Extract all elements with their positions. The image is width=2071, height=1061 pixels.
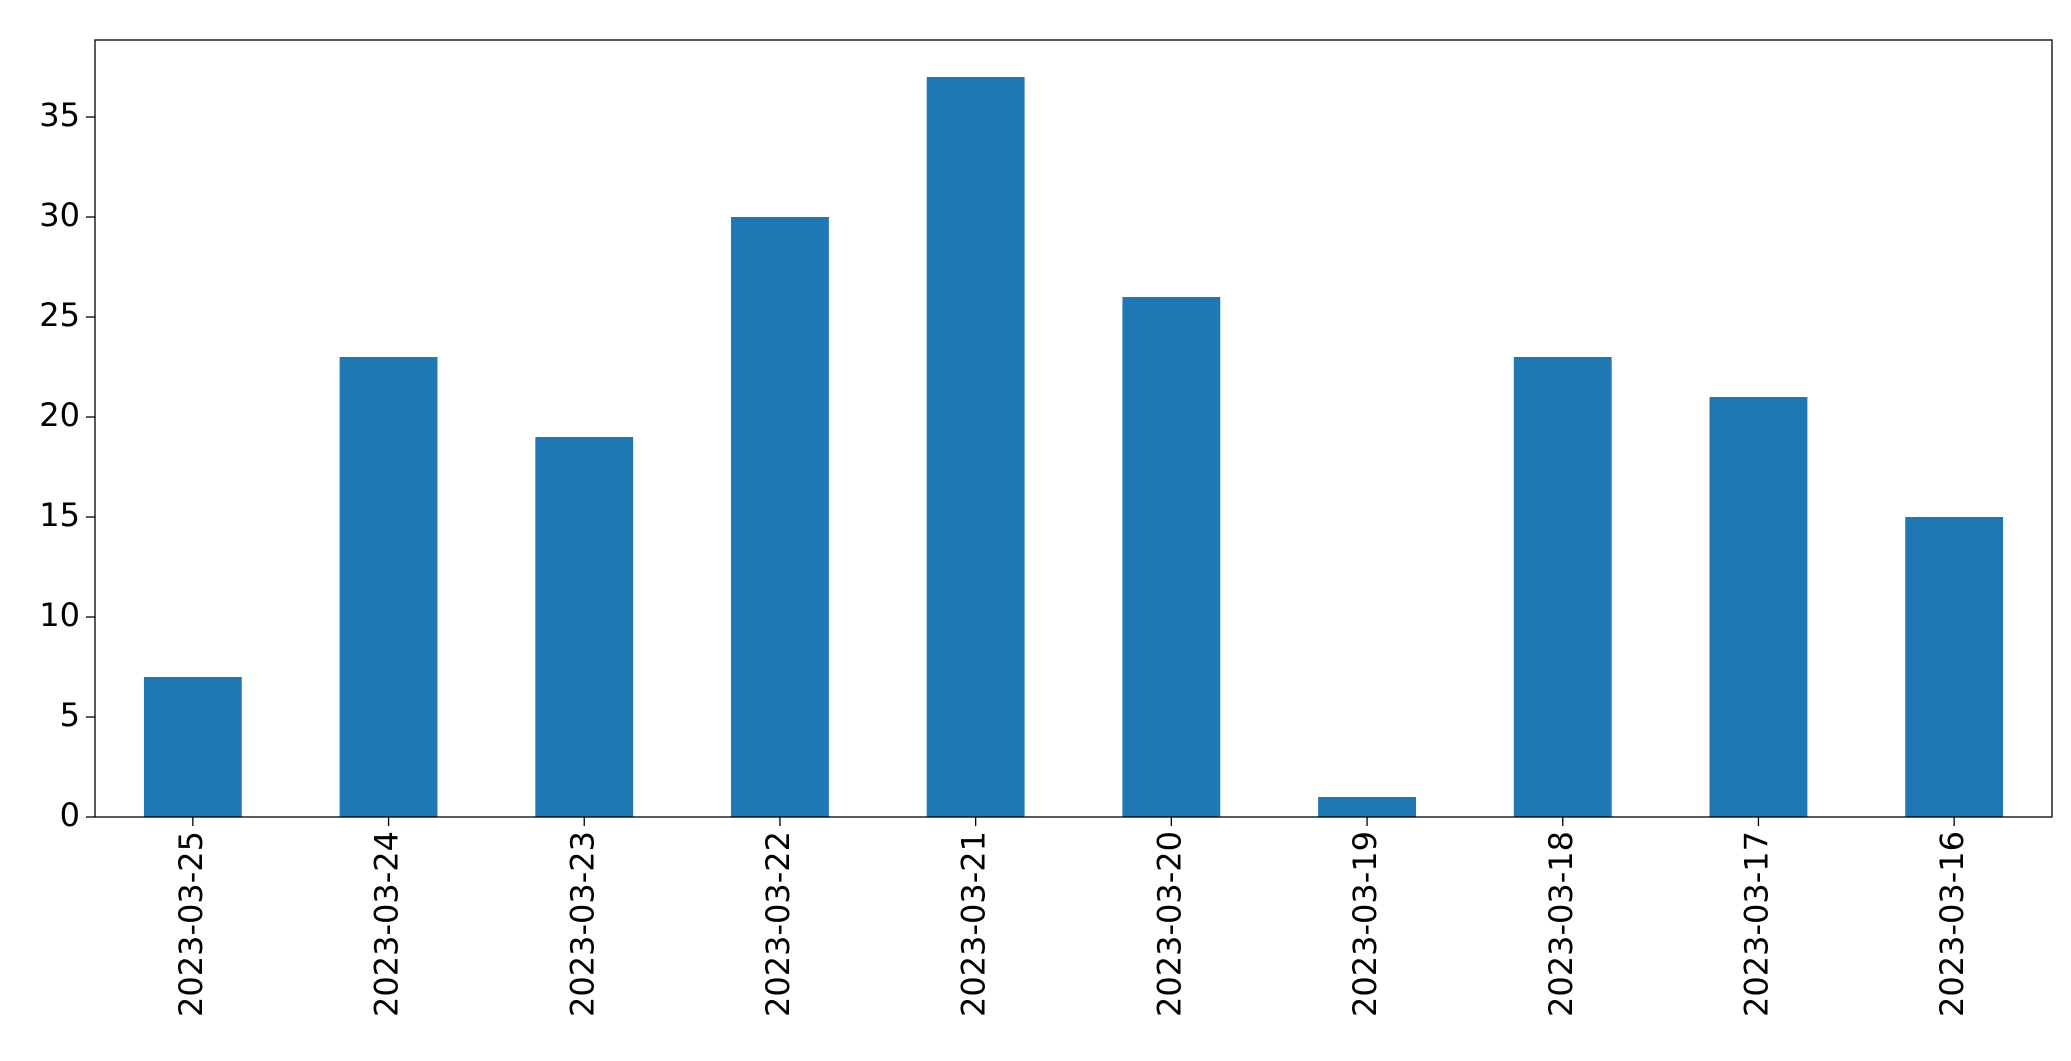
y-tick-label: 15	[39, 496, 80, 534]
bar	[339, 357, 438, 817]
x-tick-label: 2023-03-20	[1150, 831, 1188, 1017]
x-tick-label: 2023-03-19	[1346, 831, 1384, 1017]
plot-frame	[94, 39, 2053, 818]
bar	[1318, 797, 1416, 817]
x-tick-label: 2023-03-17	[1737, 831, 1775, 1017]
y-tick-label: 10	[39, 596, 80, 634]
x-tick-label: 2023-03-23	[563, 831, 601, 1017]
y-tick-label: 25	[39, 296, 80, 334]
y-tick-label: 30	[39, 196, 80, 234]
bar	[535, 437, 634, 817]
x-tick-label: 2023-03-22	[759, 831, 797, 1017]
bar	[1122, 297, 1221, 817]
y-tick-label: 20	[39, 396, 80, 434]
x-tick-label: 2023-03-18	[1542, 831, 1580, 1017]
bar	[1513, 357, 1612, 817]
bar	[143, 677, 242, 817]
x-tick-label: 2023-03-25	[172, 831, 210, 1017]
x-tick-label: 2023-03-16	[1933, 831, 1971, 1017]
y-tick-label: 0	[60, 796, 80, 834]
bar	[731, 217, 829, 817]
bar	[926, 77, 1025, 817]
bar	[1905, 517, 2004, 817]
y-tick-label: 35	[39, 96, 80, 134]
x-tick-label: 2023-03-21	[955, 831, 993, 1017]
y-tick-label: 5	[60, 696, 80, 734]
bar	[1709, 397, 1808, 817]
x-tick-label: 2023-03-24	[368, 831, 406, 1017]
